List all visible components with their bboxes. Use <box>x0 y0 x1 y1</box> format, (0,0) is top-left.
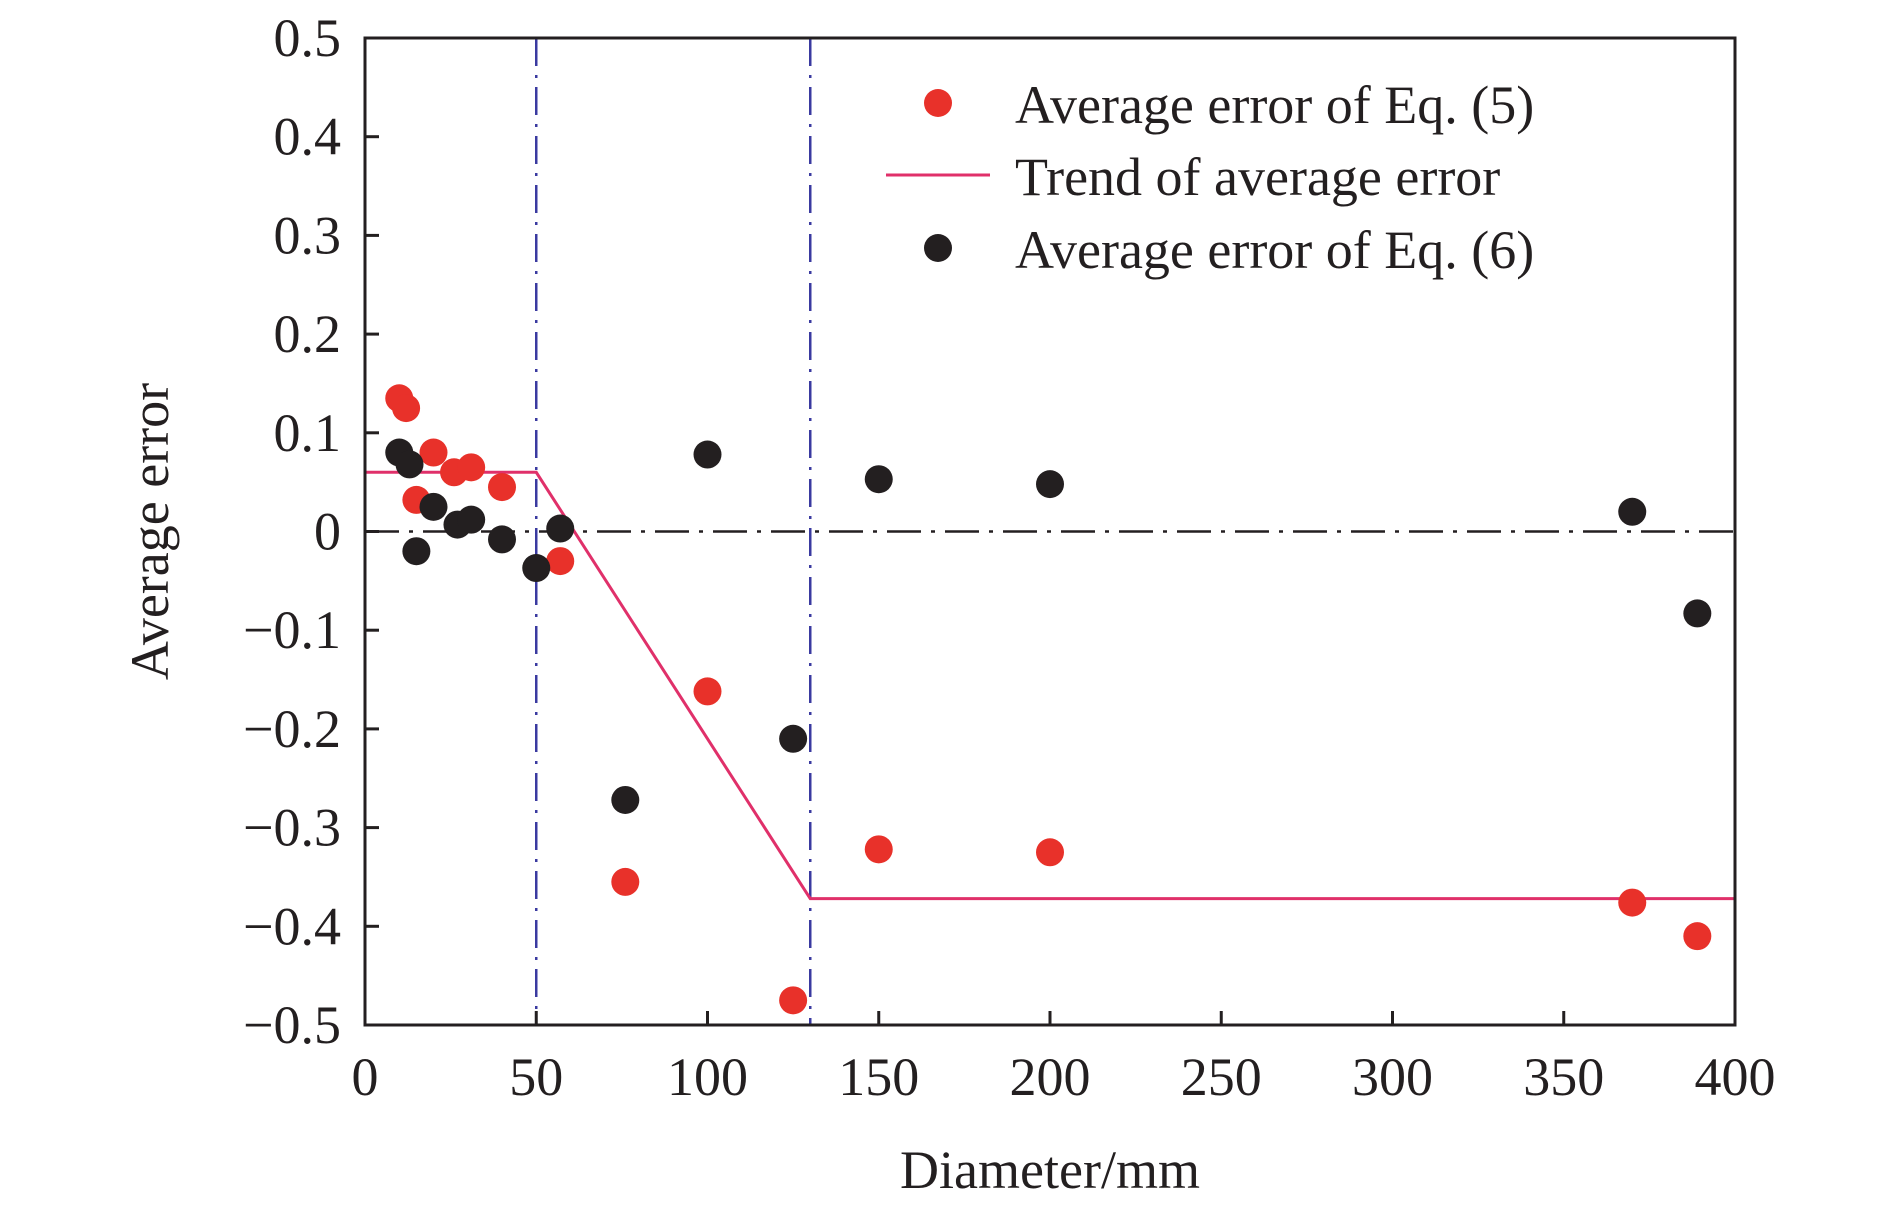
x-tick-label: 200 <box>1010 1047 1091 1107</box>
eq5-point <box>457 453 486 482</box>
x-tick-label: 150 <box>838 1047 919 1107</box>
eq6-point <box>1683 599 1712 628</box>
y-tick-label: 0 <box>314 502 341 562</box>
eq5-point <box>546 547 575 576</box>
legend-entry-label: Trend of average error <box>1015 147 1500 207</box>
eq5-point <box>1683 922 1712 951</box>
y-tick-label: 0.5 <box>274 8 342 68</box>
legend-marker-swatch <box>924 89 952 117</box>
eq6-point <box>522 554 551 583</box>
eq5-point <box>419 438 448 467</box>
eq5-point <box>693 677 722 706</box>
eq5-point <box>392 394 421 423</box>
x-tick-label: 300 <box>1352 1047 1433 1107</box>
y-tick-label: −0.5 <box>243 995 341 1055</box>
x-tick-label: 250 <box>1181 1047 1262 1107</box>
eq6-point <box>395 450 424 479</box>
legend: Average error of Eq. (5) Trend of average… <box>886 75 1534 280</box>
x-axis-title: Diameter/mm <box>900 1140 1200 1200</box>
legend-entry-label: Average error of Eq. (6) <box>1015 220 1534 280</box>
y-tick-label: −0.1 <box>243 600 341 660</box>
eq5-point <box>611 867 640 896</box>
x-tick-label: 100 <box>667 1047 748 1107</box>
x-tick-label: 350 <box>1523 1047 1604 1107</box>
y-tick-label: 0.1 <box>274 403 342 463</box>
eq6-point <box>419 492 448 521</box>
legend-marker-swatch <box>924 234 952 262</box>
eq6-point <box>1618 497 1647 526</box>
eq6-point <box>457 505 486 534</box>
x-axis: 0 50 100 150 200 250 300 350 400 <box>352 1011 1776 1107</box>
eq6-point <box>693 440 722 469</box>
y-tick-label: 0.4 <box>274 107 342 167</box>
eq5-point <box>864 835 893 864</box>
legend-entry-label: Average error of Eq. (5) <box>1015 75 1534 135</box>
eq6-point <box>488 525 516 554</box>
y-tick-label: −0.4 <box>243 896 341 956</box>
eq5-point <box>1618 888 1647 917</box>
eq6-point <box>611 785 640 814</box>
reference-lines <box>365 38 1735 1025</box>
y-tick-label: −0.2 <box>243 699 341 759</box>
y-tick-label: 0.3 <box>274 205 342 265</box>
eq6-point <box>1036 470 1064 499</box>
eq6-point <box>402 537 431 566</box>
data-points <box>385 384 1712 1015</box>
x-tick-label: 400 <box>1695 1047 1776 1107</box>
eq6-point <box>779 724 808 753</box>
y-tick-label: −0.3 <box>243 798 341 858</box>
x-tick-label: 50 <box>509 1047 563 1107</box>
eq6-point <box>864 465 893 494</box>
y-axis: −0.5 −0.4 −0.3 −0.2 −0.1 0 0.1 0.2 0.3 0.4 0.5 <box>243 8 379 1055</box>
y-tick-label: 0.2 <box>274 304 342 364</box>
y-axis-title: Average error <box>120 383 180 680</box>
eq5-point <box>779 986 808 1015</box>
eq6-point <box>546 514 575 543</box>
eq5-point <box>1036 838 1064 867</box>
x-tick-label: 0 <box>352 1047 379 1107</box>
eq5-point <box>488 473 516 502</box>
